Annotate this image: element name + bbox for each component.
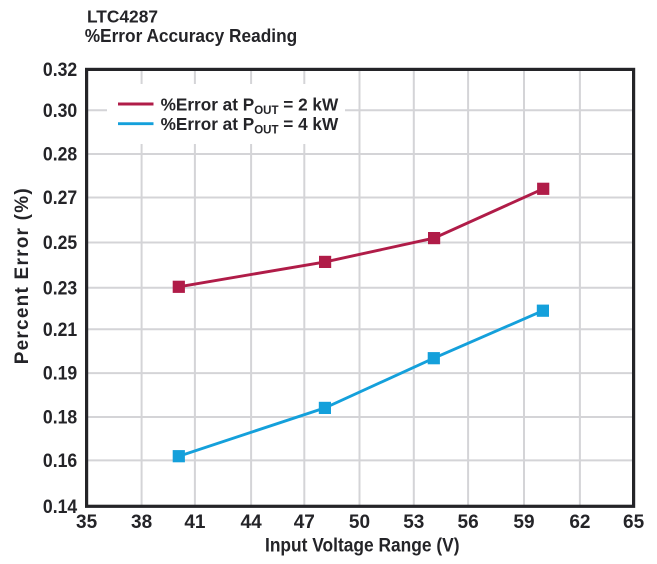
svg-text:0.16: 0.16 <box>43 451 77 472</box>
svg-text:0.30: 0.30 <box>43 101 77 122</box>
svg-text:0.18: 0.18 <box>43 408 77 429</box>
svg-text:0.19: 0.19 <box>43 364 77 385</box>
svg-text:%Error at POUT = 4 kW: %Error at POUT = 4 kW <box>161 114 339 136</box>
svg-text:%Error Accuracy Reading: %Error Accuracy Reading <box>85 26 298 46</box>
svg-text:53: 53 <box>403 512 424 533</box>
svg-text:Input Voltage Range (V): Input Voltage Range (V) <box>265 536 460 557</box>
svg-text:0.28: 0.28 <box>43 145 77 166</box>
svg-text:65: 65 <box>623 512 645 533</box>
svg-text:0.14: 0.14 <box>43 497 78 518</box>
svg-text:59: 59 <box>513 512 534 533</box>
svg-text:62: 62 <box>569 512 590 533</box>
svg-text:0.32: 0.32 <box>43 60 77 81</box>
svg-text:56: 56 <box>458 512 479 533</box>
svg-text:38: 38 <box>131 512 152 533</box>
svg-text:44: 44 <box>241 512 263 533</box>
svg-text:35: 35 <box>76 512 98 533</box>
svg-text:%Error at POUT = 2 kW: %Error at POUT = 2 kW <box>161 94 339 116</box>
svg-text:0.25: 0.25 <box>43 233 78 254</box>
svg-text:50: 50 <box>349 512 370 533</box>
svg-text:Percent Error (%): Percent Error (%) <box>12 188 33 364</box>
svg-text:0.27: 0.27 <box>43 188 77 209</box>
svg-text:0.21: 0.21 <box>43 320 78 341</box>
svg-text:47: 47 <box>294 512 315 533</box>
svg-text:41: 41 <box>184 512 206 533</box>
svg-text:LTC4287: LTC4287 <box>87 6 158 26</box>
svg-text:0.23: 0.23 <box>43 278 77 299</box>
